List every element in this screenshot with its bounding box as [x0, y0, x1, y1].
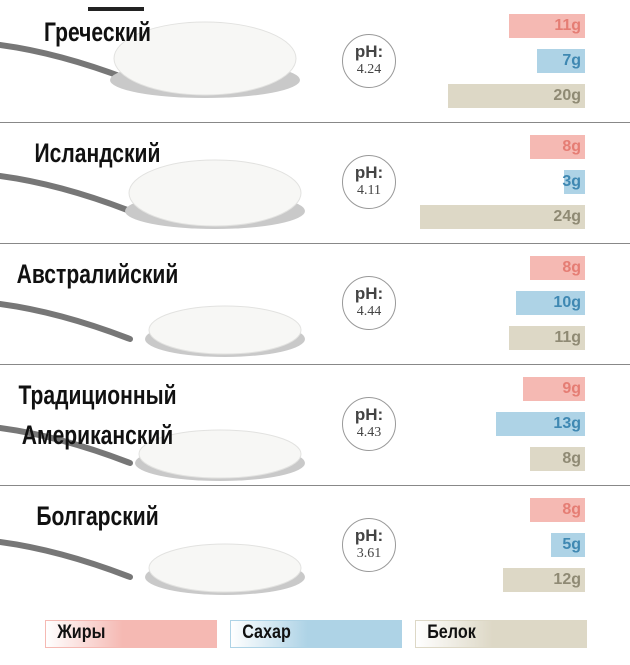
value-label: 8g — [562, 450, 581, 467]
separator — [0, 364, 630, 365]
bar — [420, 205, 585, 229]
spoon — [0, 425, 305, 481]
value-label: 10g — [553, 294, 581, 311]
category-name: Исландский — [34, 138, 161, 168]
value-label: 20g — [553, 87, 581, 104]
ph-label: pH: — [354, 526, 384, 545]
category-name: Австралийский — [16, 259, 179, 289]
category-name: Болгарский — [36, 501, 159, 531]
value-label: 13g — [553, 415, 581, 432]
ph-badge: pH: 3.61 — [342, 518, 396, 572]
value-label: 8g — [562, 259, 581, 276]
value-label: 9g — [562, 380, 581, 397]
bar — [509, 326, 585, 350]
bar — [509, 14, 585, 38]
separator — [0, 122, 630, 123]
ph-value: 4.43 — [356, 425, 382, 440]
ph-badge: pH: 4.43 — [342, 397, 396, 451]
separator — [0, 243, 630, 244]
ph-label: pH: — [354, 42, 384, 61]
ph-label: pH: — [354, 405, 384, 424]
bar — [564, 170, 585, 194]
legend-label: Сахар — [242, 622, 291, 643]
bar — [502, 568, 585, 592]
ph-value: 3.61 — [356, 546, 382, 561]
bar — [530, 135, 585, 159]
separator — [0, 485, 630, 486]
value-label: 5g — [562, 536, 581, 553]
value-label: 12g — [553, 571, 581, 588]
bar — [495, 412, 585, 436]
value-label: 7g — [562, 52, 581, 69]
bar — [523, 377, 585, 401]
spoon — [0, 539, 305, 595]
legend-label: Белок — [427, 622, 476, 643]
bar — [530, 498, 585, 522]
bar — [536, 49, 585, 73]
category-name: Греческий — [43, 17, 152, 47]
ph-value: 4.11 — [357, 183, 381, 198]
bar — [447, 84, 585, 108]
spoon — [0, 21, 300, 98]
legend-swatch — [45, 620, 217, 648]
ph-value: 4.44 — [356, 304, 382, 319]
ph-label: pH: — [354, 163, 384, 182]
spoon — [0, 159, 305, 229]
ph-badge: pH: 4.24 — [342, 34, 396, 88]
top-rule — [88, 7, 144, 11]
value-label: 24g — [553, 208, 581, 225]
legend-label: Жиры — [57, 622, 106, 643]
legend-swatch — [230, 620, 402, 648]
ph-value: 4.24 — [356, 62, 382, 77]
legend-swatch — [415, 620, 587, 648]
bar — [550, 533, 585, 557]
bar — [516, 291, 585, 315]
value-label: 11g — [554, 329, 581, 346]
ph-badge: pH: 4.44 — [342, 276, 396, 330]
value-label: 11g — [554, 17, 581, 34]
value-label: 8g — [562, 501, 581, 518]
bar — [530, 256, 585, 280]
category-name: Традиционный Американский — [18, 380, 177, 450]
bar — [530, 447, 585, 471]
ph-badge: pH: 4.11 — [342, 155, 396, 209]
value-label: 3g — [562, 173, 581, 190]
spoon — [0, 301, 305, 357]
value-label: 8g — [562, 138, 581, 155]
ph-label: pH: — [354, 284, 384, 303]
